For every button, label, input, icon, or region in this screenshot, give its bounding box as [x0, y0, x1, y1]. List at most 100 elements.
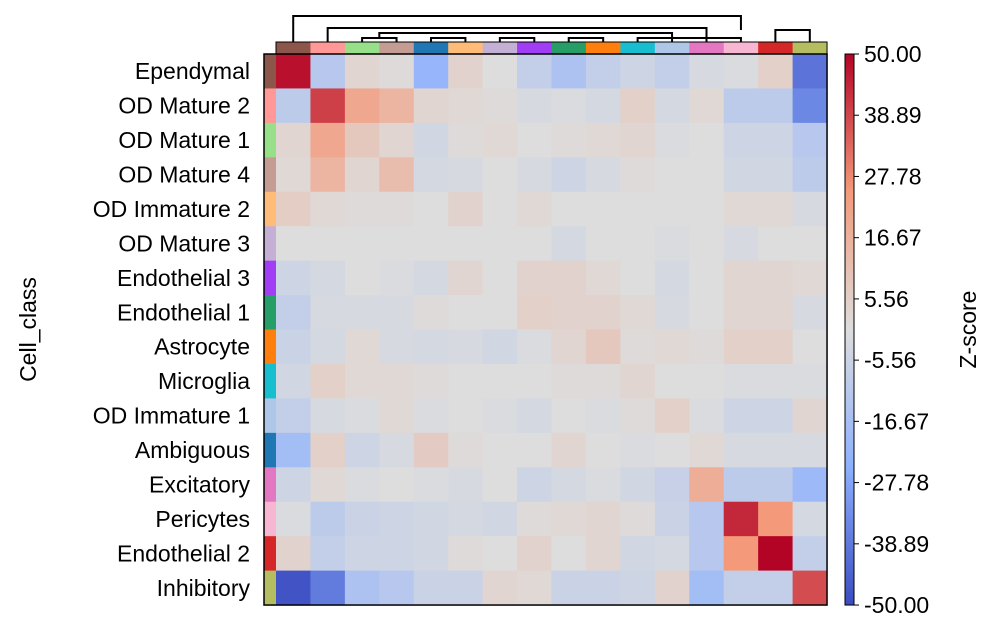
row-color-swatch [264, 363, 276, 399]
heatmap-cell [654, 363, 690, 399]
heatmap-cell [413, 191, 449, 227]
heatmap-cell [448, 157, 484, 193]
heatmap-cell [413, 398, 449, 434]
column-color-swatch [551, 42, 587, 54]
heatmap-cell [620, 191, 656, 227]
heatmap-cell [310, 536, 346, 571]
heatmap-cell [310, 501, 346, 537]
heatmap-cell [551, 536, 587, 571]
colorbar-tick-label: 50.00 [864, 41, 922, 67]
heatmap-cell [723, 260, 759, 296]
heatmap-cell [379, 570, 415, 606]
heatmap-cell [792, 363, 828, 399]
heatmap-cell [413, 467, 449, 503]
heatmap-cell [792, 432, 828, 468]
heatmap-cell [723, 398, 759, 434]
column-color-swatch [758, 42, 793, 54]
row-color-swatch [264, 54, 276, 89]
heatmap-cell [585, 467, 621, 503]
heatmap-cell [551, 501, 587, 537]
heatmap-cell [723, 157, 759, 193]
heatmap-cell [517, 88, 552, 124]
colorbar-tick-label: -16.67 [864, 408, 929, 434]
heatmap-cell [723, 191, 759, 227]
heatmap-cell [551, 363, 587, 399]
heatmap-cell [517, 398, 552, 434]
heatmap-cell [344, 226, 380, 262]
heatmap-cell [482, 191, 518, 227]
heatmap-cell [723, 54, 759, 89]
heatmap-cell [448, 329, 484, 365]
heatmap-cell [723, 501, 759, 537]
heatmap-cell [276, 329, 311, 365]
heatmap-cell [517, 157, 552, 193]
heatmap-cell [551, 329, 587, 365]
heatmap-cell [310, 157, 346, 193]
heatmap-cell [758, 54, 793, 89]
heatmap-cell [792, 467, 828, 503]
column-color-swatch [276, 42, 311, 54]
heatmap-cell [344, 54, 380, 89]
heatmap-cell [620, 363, 656, 399]
heatmap-cell [620, 260, 656, 296]
heatmap-cell [551, 191, 587, 227]
heatmap-cell [585, 536, 621, 571]
heatmap-cell [620, 295, 656, 330]
column-color-swatch [654, 42, 690, 54]
heatmap-cell [758, 329, 793, 365]
heatmap-cell [758, 432, 793, 468]
heatmap-cell [758, 226, 793, 262]
row-label: Endothelial 2 [117, 540, 250, 566]
heatmap-cell [792, 295, 828, 330]
heatmap-cell [344, 467, 380, 503]
heatmap-cell [689, 398, 725, 434]
heatmap-cell [585, 570, 621, 606]
heatmap-cell [758, 157, 793, 193]
heatmap-cell [551, 295, 587, 330]
heatmap-cell [689, 54, 725, 89]
heatmap-cell [448, 536, 484, 571]
heatmap-cell [517, 363, 552, 399]
heatmap-cell [585, 226, 621, 262]
heatmap-cell [689, 501, 725, 537]
heatmap-cell [654, 570, 690, 606]
heatmap-cell [620, 88, 656, 124]
dendrogram-branch [498, 37, 536, 42]
heatmap-cell [689, 432, 725, 468]
heatmap-cell [585, 157, 621, 193]
row-color-swatch [264, 88, 276, 124]
heatmap-cell [448, 295, 484, 330]
heatmap-cell [792, 260, 828, 296]
heatmap-cell [344, 157, 380, 193]
heatmap-cell [792, 54, 828, 89]
heatmap-cell [620, 536, 656, 571]
heatmap-cell [585, 260, 621, 296]
heatmap-cell [585, 295, 621, 330]
heatmap-cell [517, 226, 552, 262]
heatmap-cell [344, 122, 380, 158]
heatmap-cell [482, 295, 518, 330]
heatmap-cell [413, 260, 449, 296]
heatmap-cell [344, 295, 380, 330]
heatmap-cell [689, 122, 725, 158]
heatmap-cell [448, 363, 484, 399]
row-label: Endothelial 3 [117, 265, 250, 291]
heatmap-cell [276, 398, 311, 434]
row-label: OD Mature 4 [118, 162, 250, 188]
row-color-swatch [264, 295, 276, 330]
colorbar-tick-label: -50.00 [864, 592, 929, 618]
heatmap-cell [310, 467, 346, 503]
heatmap-cell [517, 501, 552, 537]
row-label: OD Immature 2 [93, 196, 250, 222]
heatmap-cell [758, 570, 793, 606]
column-strip-frame [275, 41, 828, 55]
heatmap-cell [723, 329, 759, 365]
heatmap-cell [482, 467, 518, 503]
heatmap-cell [654, 157, 690, 193]
column-color-swatch [379, 42, 415, 54]
heatmap-cell [482, 363, 518, 399]
heatmap-cell [413, 54, 449, 89]
heatmap-cell [379, 501, 415, 537]
heatmap-cell [654, 54, 690, 89]
